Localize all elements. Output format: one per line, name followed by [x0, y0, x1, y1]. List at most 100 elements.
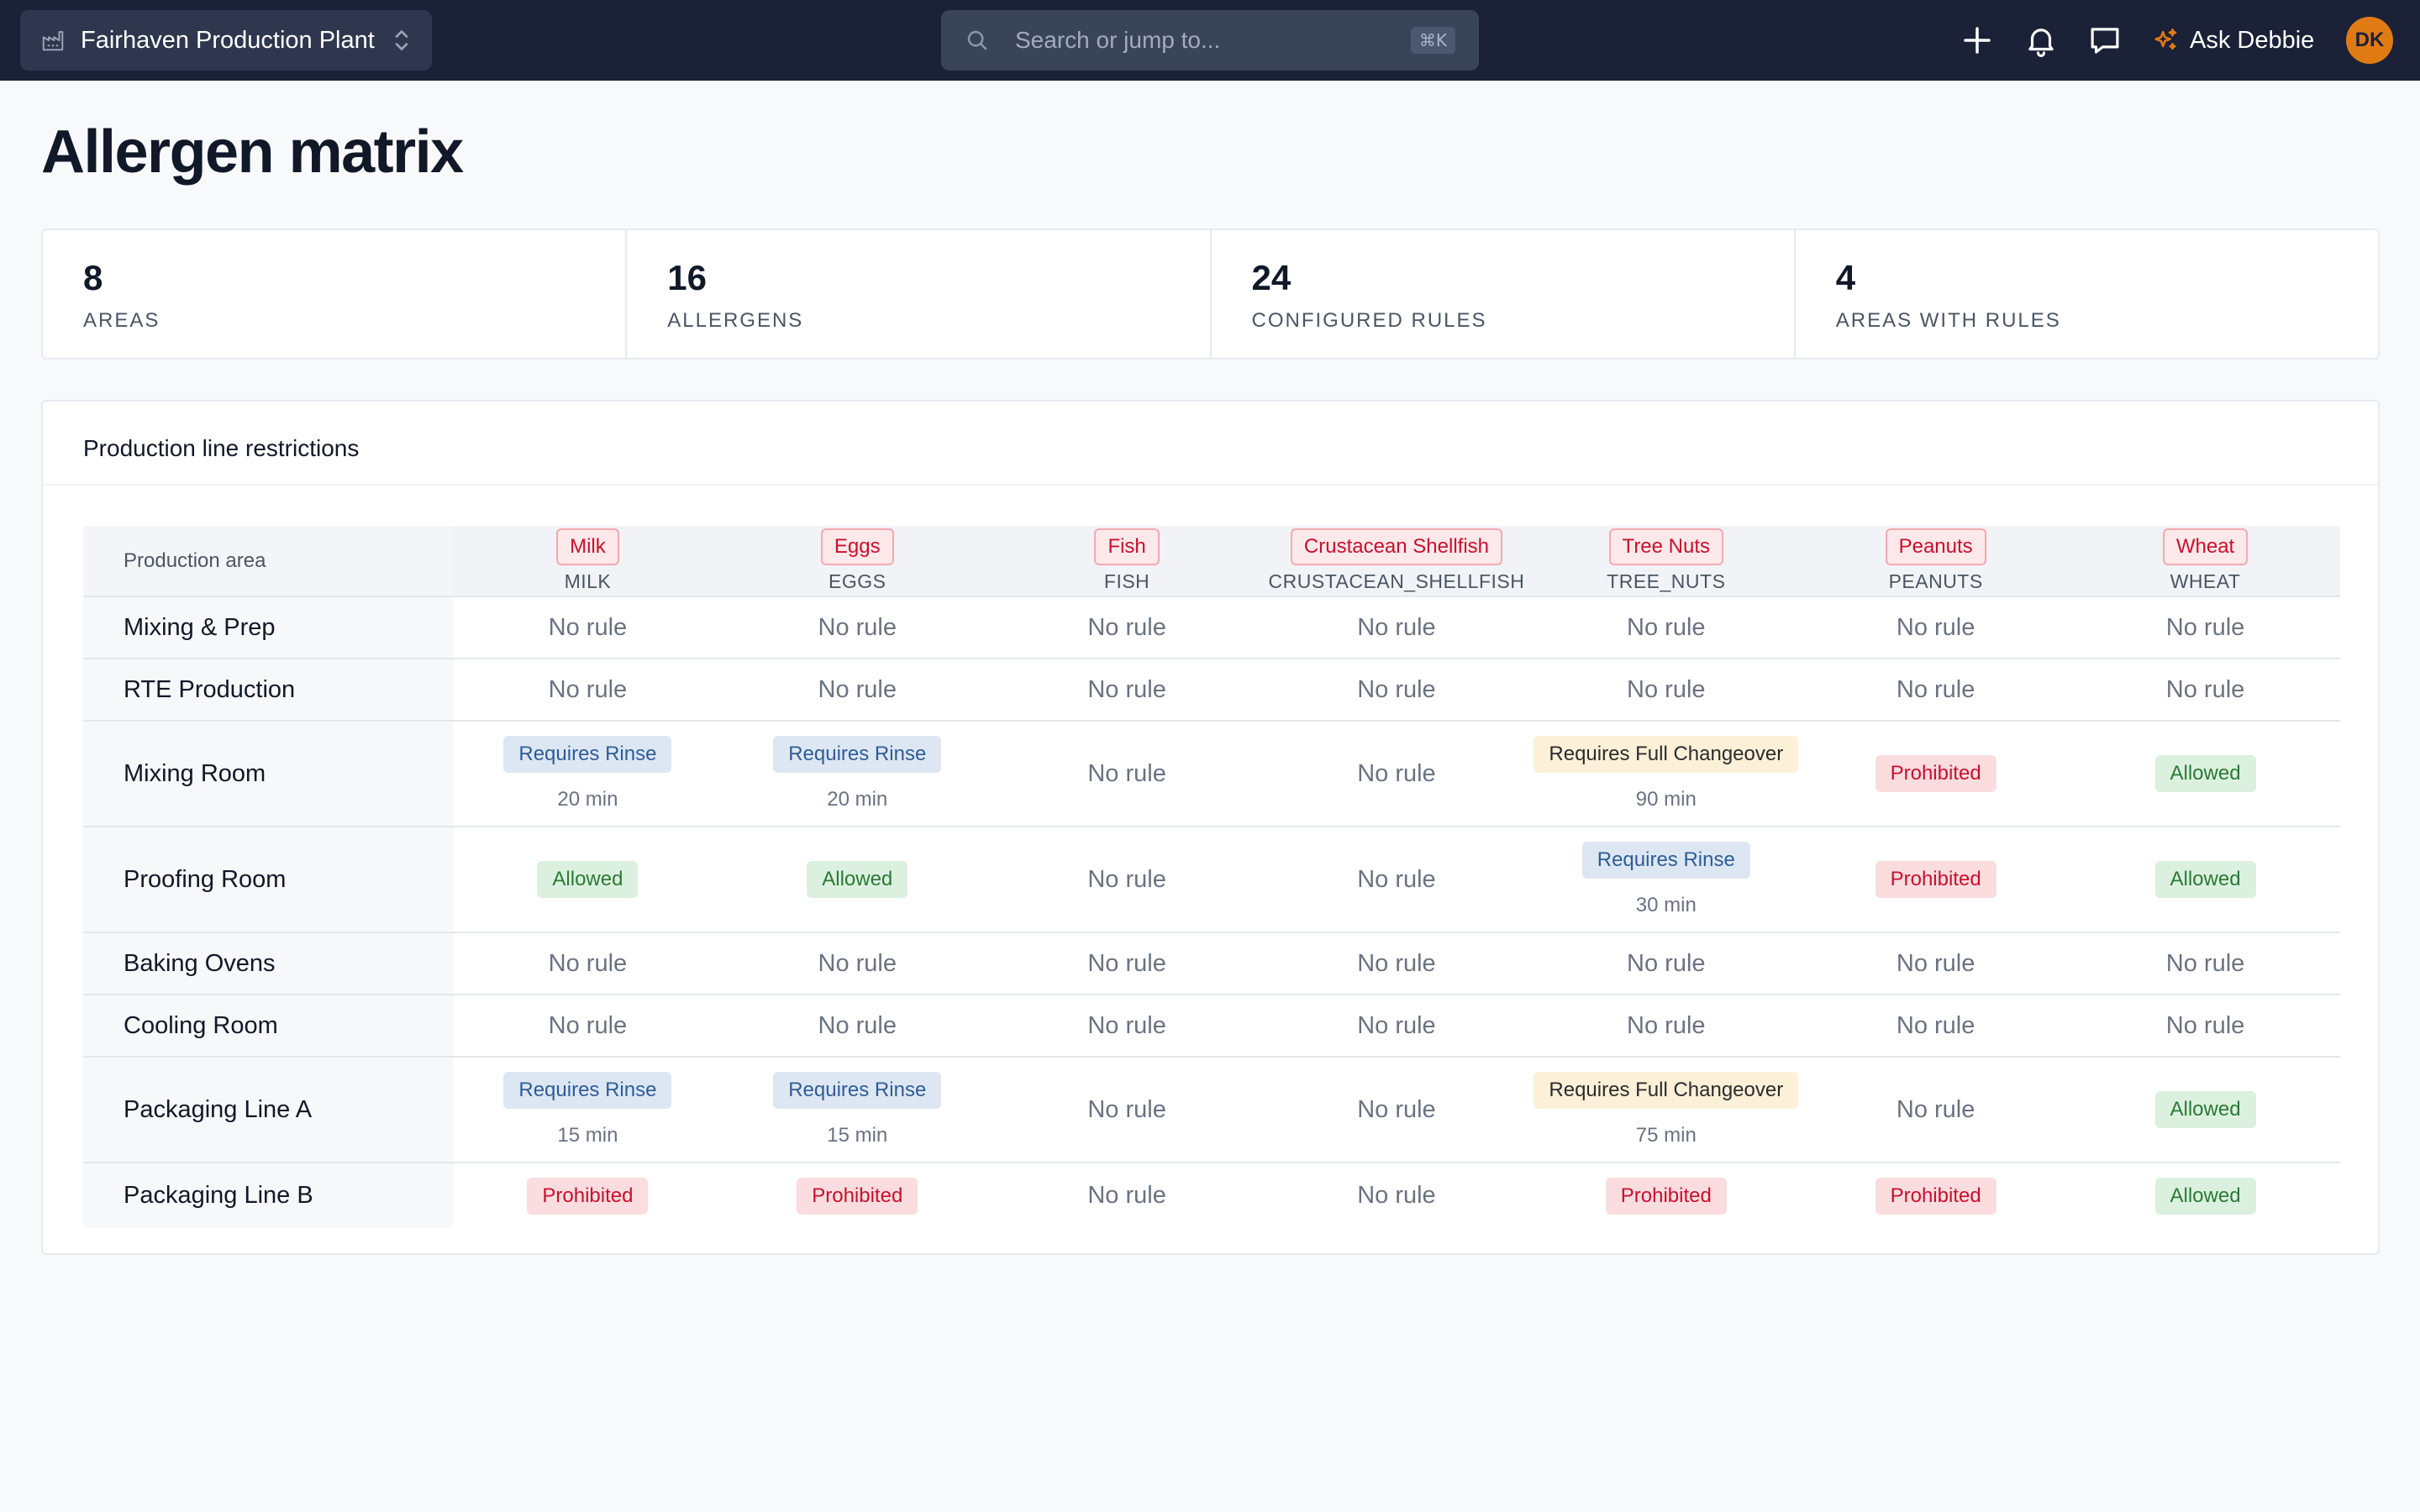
rule-cell[interactable]: No rule: [1801, 995, 2071, 1058]
rule-cell[interactable]: Allowed: [2070, 827, 2340, 933]
rule-cell[interactable]: Allowed: [722, 827, 992, 933]
rule-cell[interactable]: No rule: [722, 596, 992, 659]
user-avatar[interactable]: DK: [2346, 17, 2393, 64]
allergen-code: WHEAT: [2170, 570, 2241, 592]
rule-cell[interactable]: No rule: [992, 721, 1262, 827]
rule-duration: 15 min: [557, 1124, 618, 1147]
rule-cell[interactable]: Prohibited: [453, 1163, 723, 1228]
no-rule-text: No rule: [1087, 865, 1166, 893]
rule-cell[interactable]: Requires Full Changeover 75 min: [1531, 1057, 1802, 1163]
rule-cell[interactable]: No rule: [453, 596, 723, 659]
no-rule-text: No rule: [548, 675, 628, 703]
rule-cell[interactable]: Prohibited: [1531, 1163, 1801, 1228]
ask-assistant-button[interactable]: Ask Debbie: [2151, 22, 2314, 59]
allowed-badge: Allowed: [537, 861, 639, 898]
column-header-allergen: Tree Nuts TREE_NUTS: [1531, 526, 1802, 597]
rule-cell[interactable]: Requires Rinse 20 min: [453, 721, 723, 827]
rule-cell[interactable]: No rule: [2070, 932, 2340, 995]
bell-icon[interactable]: [2023, 23, 2059, 58]
rule-cell[interactable]: No rule: [1531, 596, 1802, 659]
rule-cell[interactable]: No rule: [992, 659, 1262, 722]
stat-allergens: 16 Allergens: [627, 230, 1212, 358]
rule-cell[interactable]: Requires Rinse 15 min: [722, 1057, 992, 1163]
search-placeholder: Search or jump to...: [1015, 27, 1221, 53]
rule-duration: 20 min: [827, 788, 888, 811]
area-name: Mixing Room: [83, 721, 453, 827]
prohibited-badge: Prohibited: [1875, 1177, 1996, 1215]
no-rule-text: No rule: [1087, 1182, 1166, 1209]
rule-cell[interactable]: No rule: [1801, 596, 2071, 659]
rule-cell[interactable]: No rule: [1801, 932, 2071, 995]
rule-cell[interactable]: No rule: [1261, 827, 1532, 933]
rule-cell[interactable]: No rule: [1261, 721, 1532, 827]
rinse-badge: Requires Rinse: [773, 736, 942, 773]
allergen-code: PEANUTS: [1888, 570, 1983, 592]
no-rule-text: No rule: [1627, 1011, 1706, 1039]
rule-cell[interactable]: No rule: [1261, 596, 1532, 659]
no-rule-text: No rule: [548, 613, 628, 641]
chat-icon[interactable]: [2087, 23, 2123, 58]
rule-cell[interactable]: No rule: [1261, 1057, 1532, 1163]
rule-cell[interactable]: No rule: [1262, 1163, 1532, 1228]
rule-cell[interactable]: No rule: [2070, 995, 2340, 1058]
column-header-area: Production area: [83, 526, 453, 597]
allergen-tag: Fish: [1094, 528, 1160, 565]
rule-cell[interactable]: Requires Full Changeover 90 min: [1531, 721, 1802, 827]
column-header-allergen: Wheat WHEAT: [2070, 526, 2340, 597]
rule-cell[interactable]: No rule: [1801, 659, 2071, 722]
rule-cell[interactable]: No rule: [1531, 932, 1802, 995]
header-row: Production area Milk MILK Eggs EGGS Fish FISH…: [83, 526, 2340, 597]
rule-cell[interactable]: No rule: [992, 596, 1262, 659]
no-rule-text: No rule: [2165, 1011, 2245, 1039]
no-rule-text: No rule: [1627, 675, 1706, 703]
rule-cell[interactable]: No rule: [1801, 1057, 2071, 1163]
no-rule-text: No rule: [818, 675, 897, 703]
card-title: Production line restrictions: [43, 402, 2378, 486]
table-row: Cooling Room No rule No rule No rule No rule…: [83, 995, 2340, 1058]
no-rule-text: No rule: [1896, 1095, 1975, 1123]
plus-icon[interactable]: [1960, 23, 1995, 58]
rule-cell[interactable]: No rule: [992, 827, 1262, 933]
rule-cell[interactable]: No rule: [722, 659, 992, 722]
rule-cell[interactable]: Requires Rinse 15 min: [453, 1057, 723, 1163]
rule-cell[interactable]: No rule: [1531, 995, 1802, 1058]
rinse-badge: Requires Rinse: [773, 1072, 942, 1109]
allergen-code: TREE_NUTS: [1607, 570, 1726, 592]
column-header-allergen: Crustacean Shellfish CRUSTACEAN_SHELLFISH: [1261, 526, 1532, 597]
no-rule-text: No rule: [1357, 1095, 1436, 1123]
table-row: Mixing & Prep No rule No rule No rule No rul…: [83, 596, 2340, 659]
full-changeover-badge: Requires Full Changeover: [1534, 736, 1799, 773]
rule-cell[interactable]: Allowed: [2070, 1163, 2340, 1228]
rule-cell[interactable]: Requires Rinse 30 min: [1531, 827, 1802, 933]
rule-cell[interactable]: Prohibited: [1801, 827, 2071, 933]
column-header-allergen: Peanuts PEANUTS: [1801, 526, 2071, 597]
rule-cell[interactable]: No rule: [992, 1057, 1262, 1163]
rule-cell[interactable]: Allowed: [453, 827, 723, 933]
rule-cell[interactable]: No rule: [1531, 659, 1802, 722]
workspace-switcher[interactable]: Fairhaven Production Plant: [20, 10, 432, 71]
rule-cell[interactable]: No rule: [722, 995, 992, 1058]
rule-cell[interactable]: No rule: [2070, 596, 2340, 659]
workspace-name: Fairhaven Production Plant: [81, 26, 375, 54]
rule-cell[interactable]: Allowed: [2070, 721, 2340, 827]
rule-cell[interactable]: No rule: [992, 1163, 1262, 1228]
rule-cell[interactable]: Prohibited: [1801, 1163, 2070, 1228]
rule-cell[interactable]: No rule: [2070, 659, 2340, 722]
rule-cell[interactable]: Prohibited: [1801, 721, 2071, 827]
rule-cell[interactable]: No rule: [1261, 932, 1532, 995]
rule-cell[interactable]: Allowed: [2070, 1057, 2340, 1163]
search-bar[interactable]: Search or jump to... ⌘K: [941, 10, 1479, 71]
rule-cell[interactable]: Requires Rinse 20 min: [722, 721, 992, 827]
rule-cell[interactable]: No rule: [1261, 659, 1532, 722]
table-row: Packaging Line A Requires Rinse 15 min Requ…: [83, 1057, 2340, 1163]
rule-cell[interactable]: No rule: [453, 659, 723, 722]
rule-cell[interactable]: No rule: [453, 932, 723, 995]
rule-cell[interactable]: No rule: [992, 932, 1262, 995]
no-rule-text: No rule: [1896, 1011, 1975, 1039]
rule-cell[interactable]: No rule: [453, 995, 723, 1058]
area-name: Baking Ovens: [83, 932, 453, 995]
rule-cell[interactable]: No rule: [992, 995, 1262, 1058]
rule-cell[interactable]: Prohibited: [723, 1163, 992, 1228]
rule-cell[interactable]: No rule: [722, 932, 992, 995]
rule-cell[interactable]: No rule: [1261, 995, 1532, 1058]
